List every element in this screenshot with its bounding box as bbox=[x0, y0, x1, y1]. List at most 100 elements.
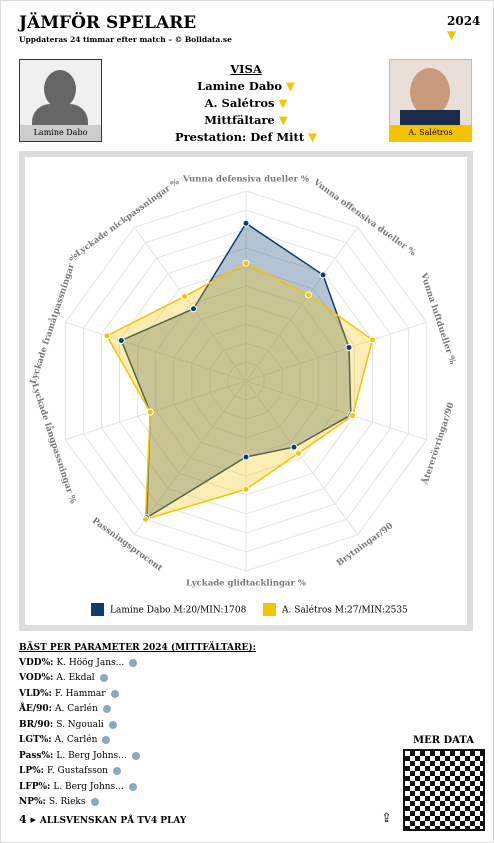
best-player: A. Carlén bbox=[54, 735, 98, 746]
best-player: F. Hammar bbox=[55, 688, 106, 699]
best-row: LFP%: L. Berg Johns... bbox=[19, 779, 319, 795]
best-row: LP%: F. Gustafsson bbox=[19, 764, 319, 780]
more-data: MER DATA bbox=[413, 735, 475, 746]
year: 2024 bbox=[447, 14, 481, 28]
radar-point bbox=[349, 412, 357, 420]
club-icon bbox=[108, 720, 117, 729]
player-card[interactable]: Lamine Dabo bbox=[19, 59, 102, 142]
qr-code[interactable] bbox=[403, 749, 485, 831]
best-row: VLD%: F. Hammar bbox=[19, 686, 319, 702]
axis-line bbox=[133, 380, 247, 536]
player-name: Lamine Dabo bbox=[20, 125, 101, 141]
player-card[interactable]: A. Salétros bbox=[389, 59, 472, 142]
best-row: LGT%: A. Carlén bbox=[19, 733, 319, 749]
radar-point bbox=[146, 408, 154, 416]
player-name: A. Salétros bbox=[390, 125, 471, 141]
club-icon bbox=[90, 798, 99, 807]
radar-point bbox=[141, 515, 149, 523]
axis-label: Lyckade framåtpassningar % bbox=[27, 251, 81, 385]
menu-label: Lamine Dabo bbox=[197, 79, 283, 93]
axis-line bbox=[65, 380, 247, 441]
tv-link[interactable]: 4 ▸ ALLSVENSKAN PÅ TV4 PLAY bbox=[19, 813, 187, 826]
axis-line bbox=[245, 380, 359, 536]
radar-point bbox=[294, 449, 302, 457]
tv-text: ALLSVENSKAN PÅ TV4 PLAY bbox=[39, 816, 187, 826]
radar-point bbox=[368, 336, 376, 344]
radar-point bbox=[305, 291, 313, 299]
axis-line bbox=[245, 226, 359, 382]
axis-label: Lyckade glidtacklingar % bbox=[186, 579, 306, 589]
radar-point bbox=[242, 453, 250, 461]
chart: Vunna defensiva dueller % Vunna offensiva… bbox=[27, 175, 457, 616]
best-row: NP%: S. Rieks bbox=[19, 795, 319, 811]
club-icon bbox=[102, 705, 111, 714]
best-player: L. Berg Johns... bbox=[56, 750, 127, 761]
best-key: VOD%: bbox=[19, 673, 54, 684]
subtitle: Uppdateras 24 timmar efter match – © Bol… bbox=[19, 35, 232, 44]
best-key: Pass%: bbox=[19, 750, 54, 761]
menu-item[interactable]: Lamine Dabo ▼ bbox=[141, 78, 351, 95]
best-player: A. Carlén bbox=[54, 704, 98, 715]
radar-point bbox=[190, 305, 198, 313]
legend-label: A. Salétros M:27/MIN:2535 bbox=[281, 605, 408, 616]
menu-item[interactable]: Prestation: Def Mitt ▼ bbox=[141, 129, 351, 146]
best-player: F. Gustafsson bbox=[46, 766, 108, 777]
menu-item[interactable]: Mittfältare ▼ bbox=[141, 112, 351, 129]
menu-label: Mittfältare bbox=[204, 113, 275, 127]
menu-arrow: ▼ bbox=[286, 79, 295, 93]
legend-swatch bbox=[263, 603, 276, 616]
axis-line bbox=[133, 226, 247, 382]
title: JÄMFÖR SPELARE bbox=[19, 13, 197, 33]
radar-point bbox=[117, 336, 125, 344]
club-icon bbox=[128, 782, 137, 791]
radar-point bbox=[345, 344, 353, 352]
menu-arrow: ▼ bbox=[308, 130, 318, 144]
legend-label: Lamine Dabo M:20/MIN:1708 bbox=[110, 606, 247, 616]
axis-label: Brytningar/90 bbox=[335, 521, 395, 569]
best-player: K. Höög Jans... bbox=[56, 657, 125, 668]
radar-point bbox=[242, 259, 250, 267]
best-player: L. Berg Johns... bbox=[53, 781, 124, 792]
axis-label: Vunna defensiva dueller % bbox=[182, 175, 309, 185]
best-key: LGT%: bbox=[19, 735, 52, 746]
best-key: LFP%: bbox=[19, 781, 51, 792]
menu-arrow: ▼ bbox=[278, 113, 288, 127]
radar-point bbox=[319, 271, 327, 279]
share-icon[interactable]: ⇪ bbox=[381, 811, 392, 826]
radar-point bbox=[242, 485, 250, 493]
best-player: S. Ngouali bbox=[56, 719, 104, 730]
club-icon bbox=[110, 689, 119, 698]
best-row: BR/90: S. Ngouali bbox=[19, 717, 319, 733]
club-icon bbox=[129, 658, 138, 667]
axis-line bbox=[65, 321, 247, 382]
menu-label: Prestation: Def Mitt bbox=[174, 130, 305, 144]
best-player: A. Ekdal bbox=[56, 673, 95, 684]
menu: VISA Lamine Dabo ▼ A. Salétros ▼ Mittfältare… bbox=[141, 61, 351, 146]
radar-point bbox=[242, 219, 250, 227]
best-key: ÅE/90: bbox=[19, 704, 52, 715]
club-icon bbox=[102, 736, 111, 745]
legend-swatch bbox=[91, 603, 104, 616]
club-icon bbox=[112, 767, 121, 776]
best-key: VDD%: bbox=[19, 657, 54, 668]
radar-point bbox=[103, 332, 111, 340]
year-select[interactable]: 2024 ▼ bbox=[447, 14, 481, 42]
best-title: BÄST PER PARAMETER 2024 (MITTFÄLTARE): bbox=[19, 643, 256, 653]
best-row: Pass%: L. Berg Johns... bbox=[19, 748, 319, 764]
menu-item[interactable]: A. Salétros ▼ bbox=[141, 95, 351, 112]
axis-line bbox=[245, 321, 427, 382]
chart-panel: Vunna defensiva dueller % Vunna offensiva… bbox=[19, 151, 473, 631]
menu-label: A. Salétros bbox=[204, 96, 275, 110]
best-row: VOD%: A. Ekdal bbox=[19, 671, 319, 687]
radar-point bbox=[290, 443, 298, 451]
radar-point bbox=[181, 292, 189, 300]
club-icon bbox=[99, 674, 108, 683]
menu-title: VISA bbox=[230, 62, 262, 76]
best-key: NP%: bbox=[19, 797, 46, 808]
axis-line bbox=[245, 380, 427, 441]
best-key: LP%: bbox=[19, 766, 44, 777]
best-key: VLD%: bbox=[19, 688, 52, 699]
best-row: VDD%: K. Höög Jans... bbox=[19, 655, 319, 671]
best-row: ÅE/90: A. Carlén bbox=[19, 702, 319, 718]
